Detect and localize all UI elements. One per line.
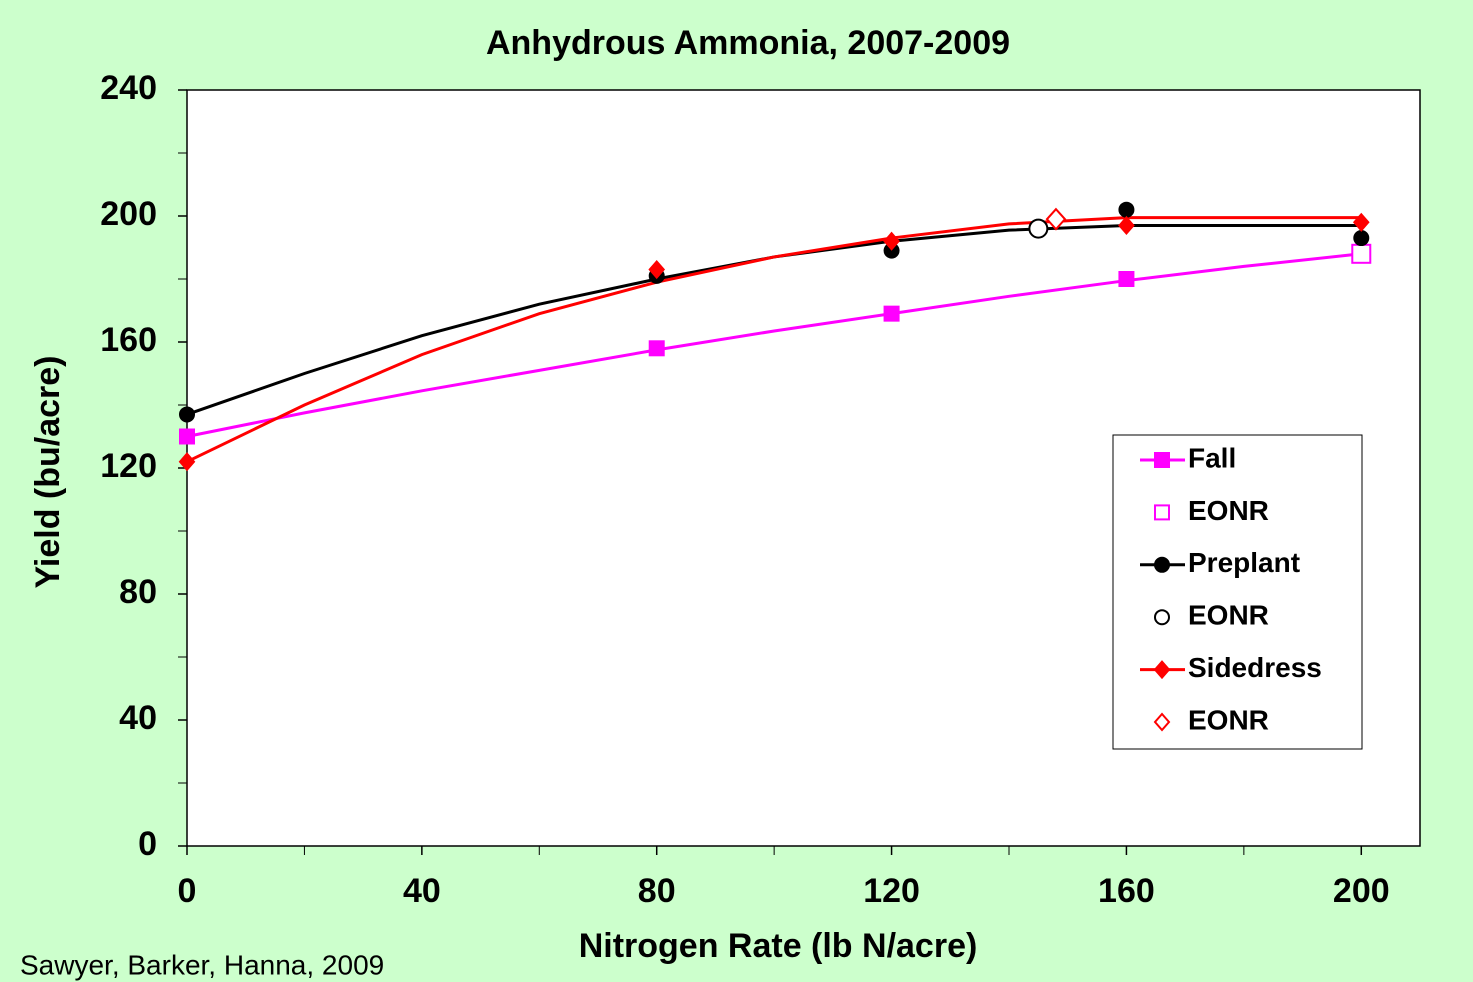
x-tick-label: 80 — [638, 872, 676, 910]
fit-curve — [186, 216, 1362, 464]
y-tick-label: 200 — [100, 195, 157, 233]
y-tick-label: 160 — [100, 321, 157, 359]
marker — [648, 260, 666, 280]
y-tick-label: 0 — [138, 825, 157, 863]
marker — [178, 452, 196, 472]
y-tick-label: 40 — [119, 699, 157, 737]
source: Sawyer, Barker, Hanna, 2009 — [20, 949, 384, 980]
legend-marker — [1153, 712, 1171, 732]
legend-label: EONR — [1188, 600, 1269, 631]
marker — [1351, 243, 1372, 264]
y-axis-label: Yield (bu/acre) — [29, 355, 67, 588]
legend — [1112, 434, 1363, 750]
legend-label: EONR — [1188, 704, 1269, 735]
fit-curve — [186, 252, 1362, 438]
legend-label: Sidedress — [1188, 652, 1322, 683]
marker — [1353, 230, 1370, 247]
x-tick-label: 40 — [403, 872, 441, 910]
marker — [1045, 207, 1067, 231]
marker — [179, 428, 195, 445]
legend-marker — [1154, 452, 1170, 468]
legend-marker — [1154, 609, 1170, 626]
marker — [648, 340, 665, 357]
chart-title: Anhydrous Ammonia, 2007-2009 — [486, 24, 1010, 62]
y-tick-label: 240 — [100, 69, 157, 107]
marker — [1352, 212, 1370, 232]
x-axis-label: Nitrogen Rate (lb N/acre) — [579, 927, 978, 965]
marker — [1118, 271, 1135, 287]
legend-marker — [1154, 504, 1170, 521]
marker — [1028, 218, 1049, 239]
y-tick-label: 120 — [100, 447, 157, 485]
marker — [179, 406, 195, 423]
legend-label: Fall — [1188, 442, 1236, 473]
x-tick-label: 120 — [863, 872, 920, 910]
x-tick-label: 200 — [1333, 872, 1390, 910]
marker — [1118, 215, 1135, 235]
legend-marker — [1154, 556, 1170, 573]
marker — [883, 231, 900, 251]
marker — [883, 305, 900, 322]
x-tick-label: 160 — [1098, 872, 1155, 910]
legend-label: Preplant — [1188, 547, 1300, 578]
y-tick-label: 80 — [119, 573, 157, 611]
x-tick-label: 0 — [178, 872, 197, 910]
marker — [1118, 201, 1135, 218]
legend-marker — [1153, 660, 1171, 680]
legend-label: EONR — [1188, 495, 1269, 526]
